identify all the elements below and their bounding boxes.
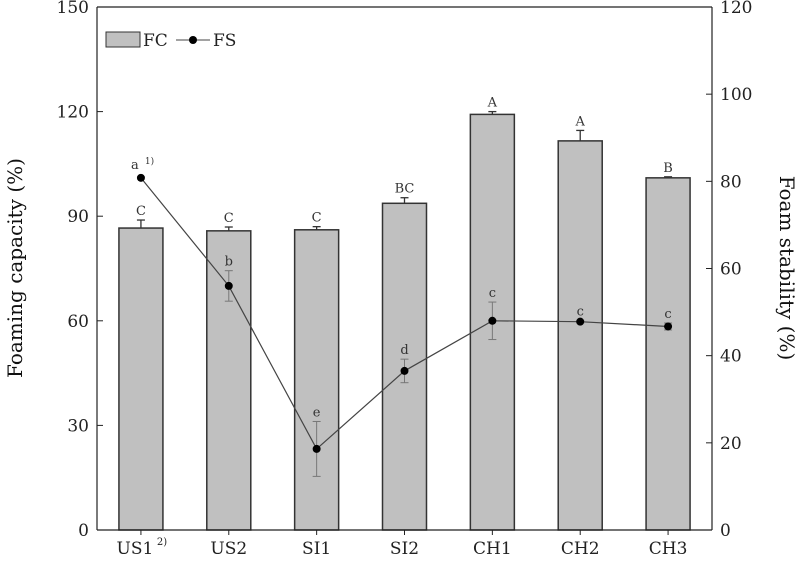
fs-letter-label: d bbox=[400, 343, 408, 358]
y-right-tick-label: 60 bbox=[720, 260, 742, 280]
y-axis-right-title: Foam stability (%) bbox=[775, 176, 799, 361]
x-tick-label: SI1 bbox=[302, 539, 331, 559]
fs-letter-label: c bbox=[577, 304, 584, 319]
y-left-tick-label: 30 bbox=[67, 416, 89, 436]
y-axis-left-title: Foaming capacity (%) bbox=[3, 158, 27, 378]
fs-letter-label: c bbox=[489, 286, 496, 301]
y-right-tick-label: 80 bbox=[720, 172, 742, 192]
bar-CH2 bbox=[557, 140, 603, 531]
fs-footnote-superscript: 1) bbox=[145, 156, 154, 167]
y-right-tick-label: 0 bbox=[720, 521, 731, 541]
fs-line: a 1) b e d c c c bbox=[131, 156, 673, 477]
x-tick-footnote-superscript: 2) bbox=[157, 537, 167, 548]
y-right-tick-label: 120 bbox=[720, 0, 752, 18]
fc-letter-label: B bbox=[663, 161, 673, 176]
fs-point-US1 bbox=[136, 173, 145, 182]
y-right-tick-label: 40 bbox=[720, 347, 742, 367]
y-right-tick-label: 20 bbox=[720, 434, 742, 454]
y-right-tick-label: 100 bbox=[720, 85, 752, 105]
y-left-tick-label: 0 bbox=[78, 521, 89, 541]
fs-point-CH1 bbox=[488, 316, 497, 325]
fs-point-US2 bbox=[224, 281, 233, 290]
fs-letter-label: e bbox=[313, 405, 321, 420]
y-left-tick-label: 60 bbox=[67, 312, 89, 332]
legend-fs-label: FS bbox=[213, 31, 236, 51]
bar-US1 bbox=[118, 227, 164, 531]
fs-letter-label: a bbox=[131, 158, 139, 173]
fs-point-SI1 bbox=[312, 444, 321, 453]
bar-CH3 bbox=[645, 177, 691, 531]
x-tick-label: US1 bbox=[117, 539, 154, 559]
x-tick-label: CH2 bbox=[561, 539, 600, 559]
fc-letter-label: C bbox=[312, 211, 322, 226]
fs-point-CH3 bbox=[664, 322, 673, 331]
legend-fc-swatch bbox=[105, 31, 141, 48]
legend: FC FS bbox=[105, 31, 236, 51]
axes: 0 30 60 90 120 150 0 20 40 60 80 100 120 US1 2) US2 SI1 S… bbox=[57, 0, 753, 559]
bar-SI1 bbox=[293, 229, 340, 531]
x-tick-label: SI2 bbox=[390, 539, 419, 559]
fc-letter-label: BC bbox=[395, 182, 415, 197]
legend-fc-label: FC bbox=[143, 31, 168, 51]
y-left-tick-label: 150 bbox=[57, 0, 89, 18]
fs-letter-label: c bbox=[664, 307, 671, 322]
x-tick-label: CH3 bbox=[649, 539, 688, 559]
fc-letter-label: C bbox=[224, 211, 234, 226]
bars: C C C BC A A B bbox=[118, 96, 691, 531]
y-left-tick-label: 90 bbox=[67, 207, 89, 227]
fc-letter-label: A bbox=[487, 96, 498, 111]
fs-point-CH2 bbox=[576, 317, 585, 326]
fs-letter-label: b bbox=[225, 255, 233, 270]
x-tick-label: CH1 bbox=[473, 539, 512, 559]
fs-point-SI2 bbox=[400, 366, 409, 375]
fc-letter-label: A bbox=[575, 114, 586, 129]
fc-letter-label: C bbox=[136, 204, 146, 219]
legend-fs-marker bbox=[189, 36, 197, 44]
x-tick-label: US2 bbox=[210, 539, 247, 559]
y-left-tick-label: 120 bbox=[57, 103, 89, 123]
